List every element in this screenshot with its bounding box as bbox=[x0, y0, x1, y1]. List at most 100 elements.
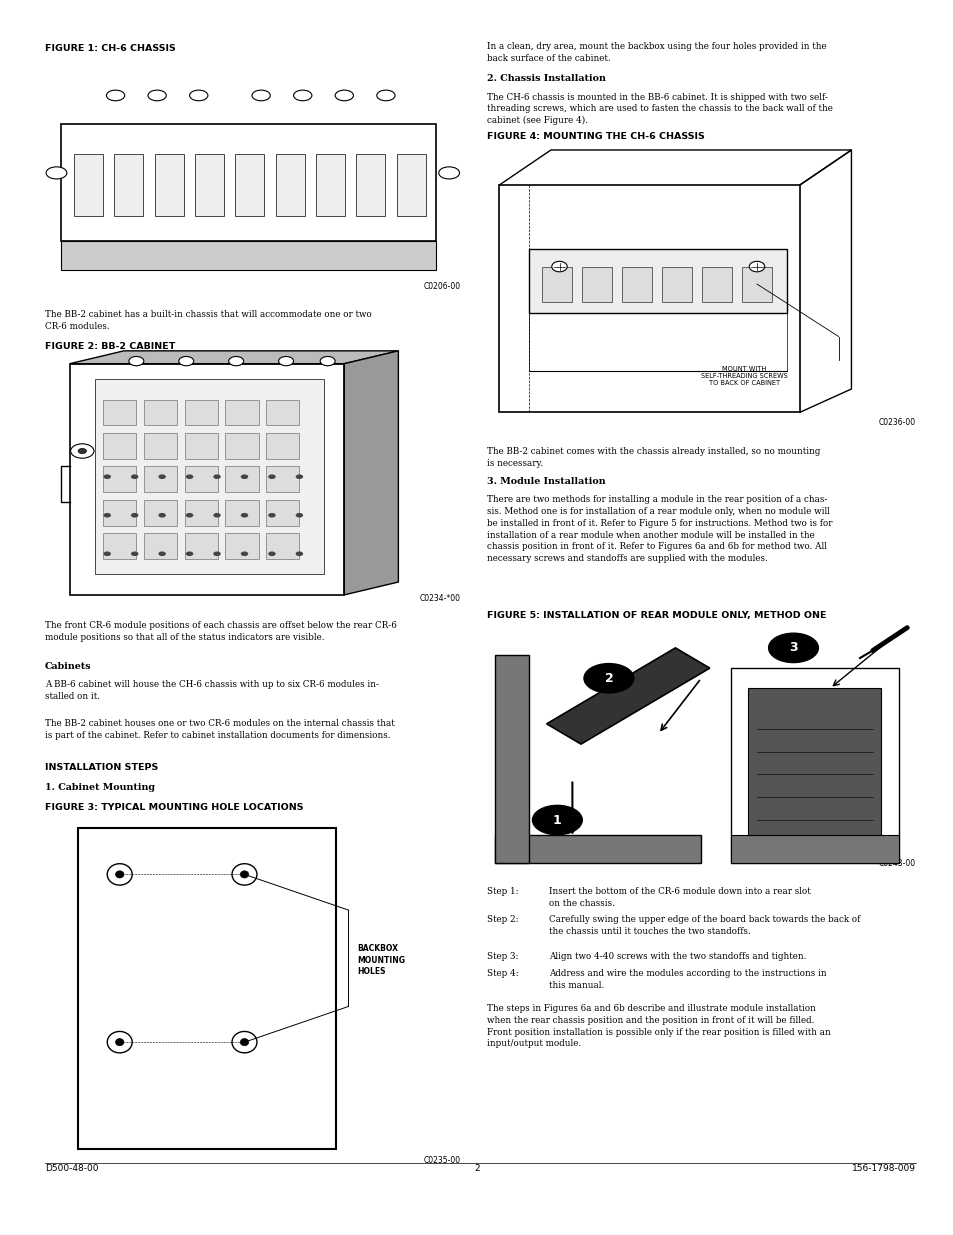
Polygon shape bbox=[730, 835, 898, 863]
Polygon shape bbox=[747, 688, 881, 835]
Circle shape bbox=[294, 90, 312, 101]
Bar bbox=[103, 534, 136, 559]
Text: FIGURE 2: BB-2 CABINET: FIGURE 2: BB-2 CABINET bbox=[45, 342, 175, 351]
Polygon shape bbox=[61, 241, 436, 269]
Text: Insert the bottom of the CR-6 module down into a rear slot
on the chassis.: Insert the bottom of the CR-6 module dow… bbox=[548, 887, 809, 908]
Polygon shape bbox=[529, 249, 786, 314]
Circle shape bbox=[240, 513, 248, 517]
Bar bbox=[144, 433, 177, 458]
Circle shape bbox=[748, 262, 764, 272]
Bar bbox=[225, 467, 258, 492]
Polygon shape bbox=[78, 827, 335, 1150]
Bar bbox=[194, 153, 224, 216]
Bar bbox=[184, 400, 217, 425]
Polygon shape bbox=[70, 363, 344, 595]
Text: The BB-2 cabinet houses one or two CR-6 modules on the internal chassis that
is : The BB-2 cabinet houses one or two CR-6 … bbox=[45, 719, 395, 740]
Circle shape bbox=[252, 90, 270, 101]
Text: Step 2:: Step 2: bbox=[486, 915, 517, 924]
Text: Step 1:: Step 1: bbox=[486, 887, 517, 895]
Text: Carefully swing the upper edge of the board back towards the back of
the chassis: Carefully swing the upper edge of the bo… bbox=[548, 915, 859, 936]
Circle shape bbox=[295, 552, 303, 556]
Bar bbox=[184, 500, 217, 526]
Text: FIGURE 4: MOUNTING THE CH-6 CHASSIS: FIGURE 4: MOUNTING THE CH-6 CHASSIS bbox=[486, 132, 703, 141]
Circle shape bbox=[240, 474, 248, 479]
Circle shape bbox=[129, 357, 144, 366]
Text: MOUNT WITH
SELF-THREADING SCREWS
TO BACK OF CABINET: MOUNT WITH SELF-THREADING SCREWS TO BACK… bbox=[700, 366, 786, 385]
Bar bbox=[114, 153, 143, 216]
Circle shape bbox=[268, 474, 275, 479]
Bar bbox=[225, 500, 258, 526]
Circle shape bbox=[320, 357, 335, 366]
Text: 3. Module Installation: 3. Module Installation bbox=[486, 477, 604, 485]
Circle shape bbox=[107, 90, 125, 101]
Bar bbox=[154, 153, 184, 216]
Bar bbox=[541, 267, 572, 301]
Bar bbox=[621, 267, 652, 301]
Bar bbox=[94, 379, 323, 574]
Text: BACKBOX
MOUNTING
HOLES: BACKBOX MOUNTING HOLES bbox=[356, 945, 404, 976]
Bar bbox=[74, 153, 103, 216]
Circle shape bbox=[131, 513, 138, 517]
Text: 156-1798-009: 156-1798-009 bbox=[851, 1165, 915, 1173]
Circle shape bbox=[583, 663, 633, 693]
Bar bbox=[103, 400, 136, 425]
Circle shape bbox=[229, 357, 243, 366]
Text: 2: 2 bbox=[604, 672, 613, 684]
Bar bbox=[184, 433, 217, 458]
Text: The front CR-6 module positions of each chassis are offset below the rear CR-6
m: The front CR-6 module positions of each … bbox=[45, 621, 396, 642]
Circle shape bbox=[295, 474, 303, 479]
Circle shape bbox=[240, 871, 249, 878]
Polygon shape bbox=[70, 351, 398, 363]
Bar bbox=[356, 153, 385, 216]
Text: Step 3:: Step 3: bbox=[486, 952, 517, 961]
Bar bbox=[103, 500, 136, 526]
Text: C0234-*00: C0234-*00 bbox=[419, 594, 460, 603]
Bar bbox=[741, 267, 771, 301]
Circle shape bbox=[268, 552, 275, 556]
Text: D500-48-00: D500-48-00 bbox=[45, 1165, 98, 1173]
Text: The BB-2 cabinet has a built-in chassis that will accommodate one or two
CR-6 mo: The BB-2 cabinet has a built-in chassis … bbox=[45, 310, 372, 331]
Circle shape bbox=[103, 552, 111, 556]
Bar bbox=[144, 500, 177, 526]
Circle shape bbox=[186, 513, 193, 517]
Bar bbox=[103, 467, 136, 492]
Circle shape bbox=[131, 552, 138, 556]
Text: In a clean, dry area, mount the backbox using the four holes provided in the
bac: In a clean, dry area, mount the backbox … bbox=[486, 42, 825, 63]
Text: Address and wire the modules according to the instructions in
this manual.: Address and wire the modules according t… bbox=[548, 969, 825, 990]
Bar bbox=[701, 267, 731, 301]
Polygon shape bbox=[499, 185, 799, 412]
Circle shape bbox=[438, 167, 459, 179]
Text: C0206-00: C0206-00 bbox=[423, 283, 460, 291]
Bar bbox=[184, 534, 217, 559]
Bar bbox=[235, 153, 264, 216]
Circle shape bbox=[131, 474, 138, 479]
Circle shape bbox=[158, 552, 166, 556]
Circle shape bbox=[103, 474, 111, 479]
Polygon shape bbox=[495, 835, 700, 863]
Circle shape bbox=[158, 513, 166, 517]
Circle shape bbox=[107, 1031, 132, 1053]
Circle shape bbox=[115, 871, 124, 878]
Circle shape bbox=[186, 474, 193, 479]
Circle shape bbox=[295, 513, 303, 517]
Bar bbox=[225, 400, 258, 425]
Circle shape bbox=[268, 513, 275, 517]
Circle shape bbox=[532, 805, 581, 835]
Polygon shape bbox=[730, 668, 898, 863]
Bar bbox=[144, 400, 177, 425]
Polygon shape bbox=[61, 125, 436, 241]
Text: 2. Chassis Installation: 2. Chassis Installation bbox=[486, 74, 605, 83]
Circle shape bbox=[186, 552, 193, 556]
Circle shape bbox=[213, 474, 220, 479]
Bar bbox=[581, 267, 612, 301]
Text: C0243-00: C0243-00 bbox=[878, 860, 915, 868]
Bar bbox=[184, 467, 217, 492]
Bar bbox=[144, 467, 177, 492]
Circle shape bbox=[376, 90, 395, 101]
Bar bbox=[266, 500, 299, 526]
Bar bbox=[396, 153, 425, 216]
Circle shape bbox=[190, 90, 208, 101]
Bar bbox=[225, 534, 258, 559]
Text: There are two methods for installing a module in the rear position of a chas-
si: There are two methods for installing a m… bbox=[486, 495, 831, 563]
Polygon shape bbox=[495, 656, 529, 863]
